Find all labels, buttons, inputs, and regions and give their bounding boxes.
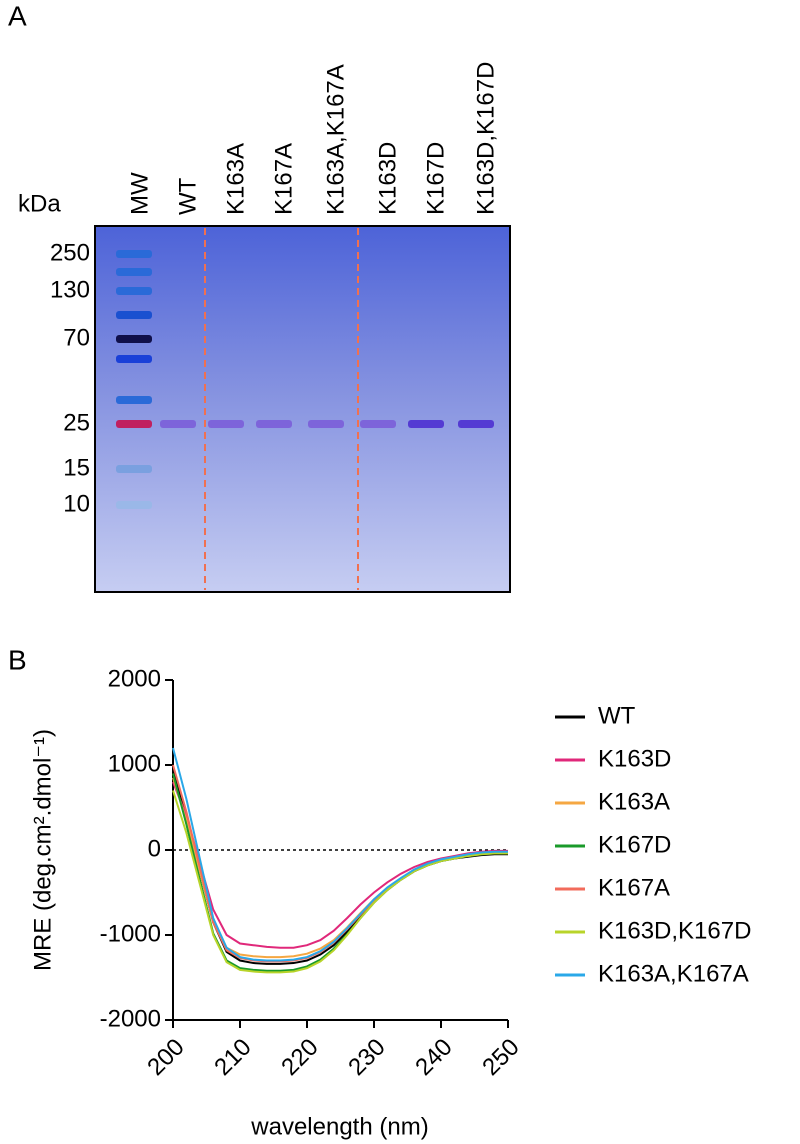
mw-label: 130 bbox=[50, 276, 90, 303]
y-tick-label: -1000 bbox=[100, 920, 161, 947]
protein-band bbox=[308, 420, 344, 428]
protein-band bbox=[208, 420, 244, 428]
ladder-band bbox=[116, 311, 152, 319]
lane-label: K167D bbox=[422, 142, 449, 215]
mw-label: 10 bbox=[63, 490, 90, 517]
y-tick-label: 2000 bbox=[108, 665, 161, 692]
y-tick-label: -2000 bbox=[100, 1005, 161, 1032]
x-tick-label: 210 bbox=[209, 1034, 256, 1081]
x-tick-label: 230 bbox=[343, 1034, 390, 1081]
x-tick-label: 200 bbox=[142, 1034, 189, 1081]
ladder-band bbox=[116, 420, 152, 428]
legend-label: K163A,K167A bbox=[598, 960, 749, 987]
y-tick-label: 1000 bbox=[108, 750, 161, 777]
lane-label: K163D,K167D bbox=[472, 62, 499, 215]
lane-label: K163A,K167A bbox=[322, 64, 349, 215]
ladder-band bbox=[116, 250, 152, 258]
ladder-band bbox=[116, 335, 152, 343]
lane-label: MW bbox=[126, 172, 153, 215]
x-axis-label: wavelength (nm) bbox=[250, 1113, 428, 1140]
legend-label: K167D bbox=[598, 831, 671, 858]
lane-label: K167A bbox=[270, 143, 297, 215]
gel bbox=[94, 225, 511, 593]
lane-label: K163D bbox=[374, 142, 401, 215]
mw-label: 15 bbox=[63, 454, 90, 481]
legend-label: WT bbox=[598, 702, 636, 729]
y-tick-label: 0 bbox=[148, 835, 161, 862]
x-tick-label: 250 bbox=[477, 1034, 524, 1081]
lane-label: K163A bbox=[222, 143, 249, 215]
panel-label: A bbox=[8, 0, 27, 31]
legend-label: K163D bbox=[598, 745, 671, 772]
ladder-band bbox=[116, 287, 152, 295]
protein-band bbox=[408, 420, 444, 428]
ladder-band bbox=[116, 501, 152, 509]
x-tick-label: 240 bbox=[410, 1034, 457, 1081]
ladder-band bbox=[116, 396, 152, 404]
series-line bbox=[172, 790, 508, 974]
legend-label: K163A bbox=[598, 788, 670, 815]
x-tick-label: 220 bbox=[276, 1034, 323, 1081]
protein-band bbox=[458, 420, 494, 428]
ladder-band bbox=[116, 355, 152, 363]
mw-label: 250 bbox=[50, 239, 90, 266]
series-line bbox=[172, 781, 508, 949]
protein-band bbox=[160, 420, 196, 428]
protein-band bbox=[360, 420, 396, 428]
protein-band bbox=[256, 420, 292, 428]
ladder-band bbox=[116, 465, 152, 473]
lane-label: WT bbox=[174, 177, 201, 215]
ladder-band bbox=[116, 268, 152, 276]
panel-label: B bbox=[8, 644, 27, 675]
mw-label: 70 bbox=[63, 324, 90, 351]
series-line bbox=[172, 764, 508, 963]
legend-label: K163D,K167D bbox=[598, 917, 751, 944]
legend-label: K167A bbox=[598, 874, 670, 901]
series-line bbox=[172, 747, 508, 962]
y-axis-label: MRE (deg.cm².dmol⁻¹) bbox=[29, 729, 56, 971]
mw-label: 25 bbox=[63, 409, 90, 436]
unit-label: kDa bbox=[18, 190, 61, 217]
